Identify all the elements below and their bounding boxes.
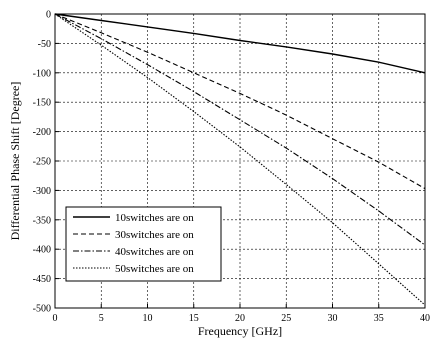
- x-tick-label: 0: [53, 313, 58, 324]
- y-tick-label: -300: [33, 186, 51, 197]
- y-axis-title: Differential Phase Shift [Degree]: [8, 82, 22, 241]
- series-lines: [54, 13, 426, 306]
- x-tick-label: 15: [189, 313, 199, 324]
- series-line-1: [54, 13, 426, 74]
- x-tick-label: 10: [143, 313, 153, 324]
- y-tick-label: -200: [33, 127, 51, 138]
- x-tick-label: 5: [99, 313, 104, 324]
- x-axis-title: Frequency [GHz]: [198, 324, 282, 338]
- y-axis-ticks: 0 -50 -100 -150 -200 -250 -300 -350 -400 -450 -500: [33, 10, 59, 315]
- y-tick-label: -500: [33, 304, 51, 315]
- x-axis-ticks: 0 5 10 15 20 25 30 35 40: [53, 304, 430, 324]
- legend-label-4: 50switches are on: [115, 263, 194, 275]
- legend-label-2: 30switches are on: [115, 229, 194, 241]
- x-tick-label: 30: [328, 313, 338, 324]
- y-tick-label: -50: [38, 39, 51, 50]
- x-tick-label: 25: [281, 313, 291, 324]
- y-tick-label: -100: [33, 68, 51, 79]
- legend-label-1: 10switches are on: [115, 212, 194, 224]
- legend-items: 10switches are on 30switches are on 40swit…: [73, 212, 194, 275]
- y-tick-label: -150: [33, 98, 51, 109]
- x-tick-label: 35: [374, 313, 384, 324]
- x-tick-label: 40: [420, 313, 430, 324]
- legend: 10switches are on 30switches are on 40swit…: [65, 206, 222, 282]
- y-tick-label: 0: [46, 10, 51, 21]
- y-tick-label: -450: [33, 274, 51, 285]
- x-tick-label: 20: [235, 313, 245, 324]
- y-tick-label: -250: [33, 157, 51, 168]
- series-line-3: [54, 13, 426, 246]
- legend-box: [65, 206, 222, 282]
- series-line-2: [54, 13, 426, 190]
- legend-label-3: 40switches are on: [115, 246, 194, 258]
- y-tick-label: -400: [33, 245, 51, 256]
- y-tick-label: -350: [33, 215, 51, 226]
